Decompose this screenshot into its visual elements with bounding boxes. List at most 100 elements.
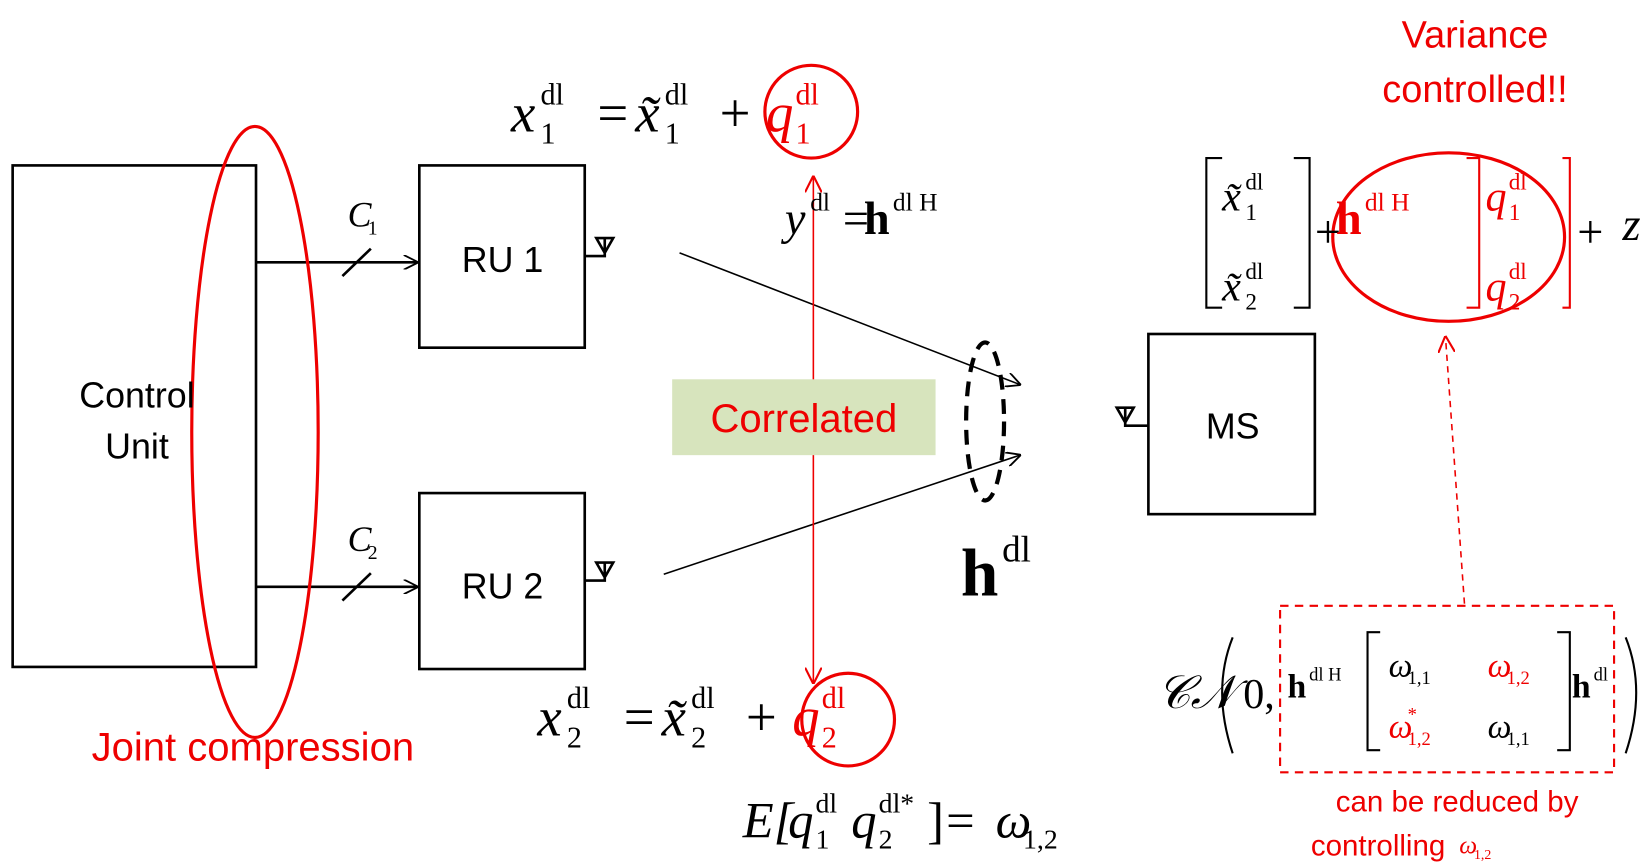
math-sub: 1 (1509, 200, 1521, 226)
joint-ellipse (190, 124, 320, 740)
math-base: h (864, 194, 890, 245)
ms-box (1147, 332, 1317, 516)
math-base: h (961, 535, 999, 610)
variance-ellipse (1331, 151, 1567, 323)
control-unit-box (11, 164, 258, 669)
ru1-label: RU 1 (462, 240, 544, 280)
joint-label: Joint compression (92, 726, 415, 770)
note-arrow (1446, 337, 1466, 604)
math-sub: 2 (1245, 290, 1257, 316)
math-sup: dl (1594, 665, 1608, 686)
math-base: x̃ (634, 83, 661, 144)
ms-label: MS (1206, 406, 1260, 446)
math-base: h (1287, 668, 1306, 705)
math-sup: dl (822, 681, 845, 715)
math-sup: dl (567, 681, 590, 715)
math-sub: 1,1 (1408, 668, 1431, 689)
math-base: x̃ (1221, 263, 1242, 310)
path1 (679, 252, 1020, 385)
antenna1 (584, 236, 616, 258)
channel-ellipse (964, 340, 1007, 503)
antenna-ms (1114, 406, 1149, 427)
q2-circle (800, 671, 897, 768)
math-base: C (348, 195, 373, 235)
math-sup: dl H (1309, 665, 1341, 686)
math-sub: 1 (795, 117, 810, 151)
math-sub: 2 (368, 542, 378, 564)
math-sub: 1 (368, 217, 378, 239)
math-token: 0, (1243, 671, 1275, 718)
math-sub: 1,1 (1507, 729, 1530, 750)
math-token: = (597, 83, 628, 144)
math-sub: 1,2 (1408, 729, 1431, 750)
slash2 (341, 572, 372, 602)
math-sup: dl (1245, 259, 1263, 285)
note-label: controlling (1311, 830, 1445, 863)
math-sub: 1,2 (1023, 825, 1058, 856)
math-base: h (1336, 194, 1362, 245)
math-sup: dl (1245, 170, 1263, 196)
math-token: z (1621, 200, 1640, 251)
math-base: ω (1488, 647, 1512, 684)
math-sub: 1 (540, 117, 555, 151)
math-sup: dl* (879, 788, 915, 819)
math-base: C (348, 519, 373, 559)
math-sub: 2 (691, 720, 706, 754)
math-sup: dl (795, 77, 818, 111)
math-sup: dl (1509, 170, 1527, 196)
math-sub: 2 (567, 720, 582, 754)
ru2-label: RU 2 (462, 566, 544, 606)
control-unit-label: Control (79, 376, 194, 416)
bracket-q (1466, 156, 1571, 309)
note-label: can be reduced by (1336, 785, 1579, 818)
math-sup: dl (1509, 259, 1527, 285)
math-base: q (1486, 263, 1507, 310)
math-token: + (1315, 208, 1341, 259)
math-sub: 1,2 (1507, 668, 1530, 689)
math-token: = (946, 793, 975, 849)
bracket-w (1366, 631, 1571, 752)
math-sup: dl (1002, 530, 1031, 571)
math-base: q (851, 793, 876, 849)
math-token: + (1577, 208, 1603, 259)
path2 (663, 455, 1020, 575)
variance-label: Variance (1402, 14, 1549, 56)
math-base: x (536, 686, 561, 747)
math-sup: dl H (1365, 188, 1410, 217)
math-sup: dl (665, 77, 688, 111)
math-sub: 2 (1509, 290, 1521, 316)
math-base: ω (996, 793, 1032, 849)
math-sub: 2 (822, 720, 837, 754)
math-sup: dl (691, 681, 714, 715)
math-sub: 1 (815, 825, 829, 856)
math-base: y (781, 194, 806, 245)
math-token: + (746, 686, 777, 747)
math-base: x̃ (661, 686, 688, 747)
math-base: q (1486, 174, 1507, 221)
math-base: x (510, 83, 535, 144)
variance-label: controlled!! (1382, 69, 1567, 111)
math-base: ω (1389, 647, 1413, 684)
bracket-x (1205, 156, 1311, 309)
math-base: q (766, 83, 793, 144)
math-sup: dl (810, 188, 830, 217)
math-sub: 1 (1245, 200, 1257, 226)
slash1 (341, 247, 372, 277)
math-sub: 2 (879, 825, 893, 856)
math-base: ω (1459, 831, 1477, 859)
math-sup: dl (815, 788, 837, 819)
math-token: E[ (742, 793, 796, 849)
correlated-box (672, 379, 936, 456)
cov-box (1279, 604, 1616, 774)
correlated-label: Correlated (710, 397, 897, 441)
antenna2 (584, 561, 616, 582)
math-base: q (792, 686, 819, 747)
math-token: = (624, 686, 655, 747)
math-base: h (1572, 668, 1591, 705)
math-sup: dl (540, 77, 563, 111)
math-token: = (843, 194, 869, 245)
math-sup: dl H (893, 188, 938, 217)
math-token: ] (927, 793, 944, 849)
